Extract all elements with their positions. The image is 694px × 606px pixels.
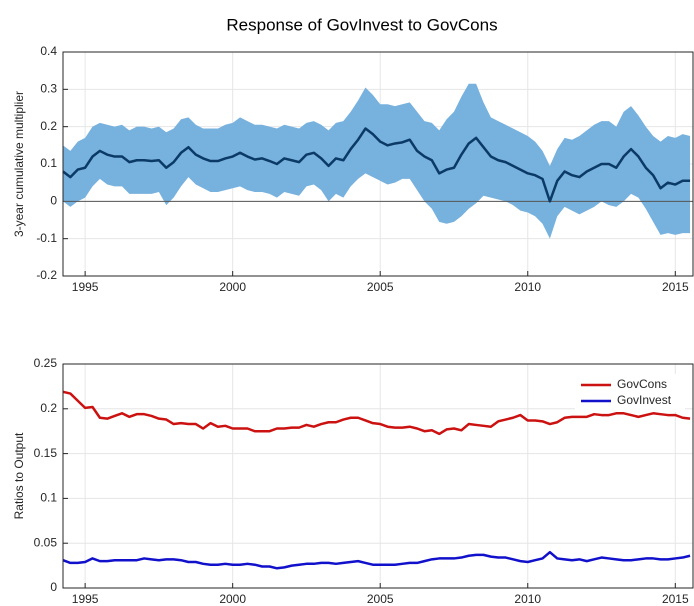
line <box>62 550 691 570</box>
chart-title: Response of GovInvest to GovCons <box>226 15 497 34</box>
legend-label: GovInvest <box>617 393 672 407</box>
legend-box <box>575 374 685 412</box>
line <box>62 127 691 203</box>
y-tick-label: 0.2 <box>40 119 57 133</box>
x-tick-label: 2000 <box>219 592 246 606</box>
x-tick-label: 2005 <box>367 592 394 606</box>
y-tick-label: 0.4 <box>40 44 57 58</box>
legend-label: GovCons <box>617 377 667 391</box>
x-tick-label: 2000 <box>219 280 246 294</box>
y-tick-label: 0.2 <box>40 401 57 415</box>
y-tick-label: -0.2 <box>36 268 57 282</box>
legend: GovCons GovInvest <box>575 374 685 412</box>
x-tick-label: 2015 <box>662 280 689 294</box>
line <box>62 390 691 436</box>
y-axis-label: Ratios to Output <box>12 432 26 519</box>
y-tick-label: 0.05 <box>34 535 58 549</box>
axes-frame <box>62 363 694 589</box>
y-tick-label: 0.1 <box>40 491 57 505</box>
y-tick-label: 0.1 <box>40 156 57 170</box>
y-tick-label: 0.25 <box>34 356 58 370</box>
y-tick-label: 0.15 <box>34 446 58 460</box>
axes-frame <box>62 51 694 277</box>
y-tick-label: 0.3 <box>40 82 57 96</box>
x-tick-label: 2010 <box>514 592 541 606</box>
y-tick-label: 0 <box>50 580 57 594</box>
y-tick-label: 0 <box>50 194 57 208</box>
y-tick-label: -0.1 <box>36 231 57 245</box>
x-tick-label: 2005 <box>367 280 394 294</box>
x-tick-label: 1995 <box>72 280 99 294</box>
y-axis-label: 3-year cumulative multiplier <box>12 91 26 237</box>
x-tick-label: 2015 <box>662 592 689 606</box>
confidence-band <box>63 83 691 239</box>
x-tick-label: 2010 <box>514 280 541 294</box>
x-tick-label: 1995 <box>72 592 99 606</box>
